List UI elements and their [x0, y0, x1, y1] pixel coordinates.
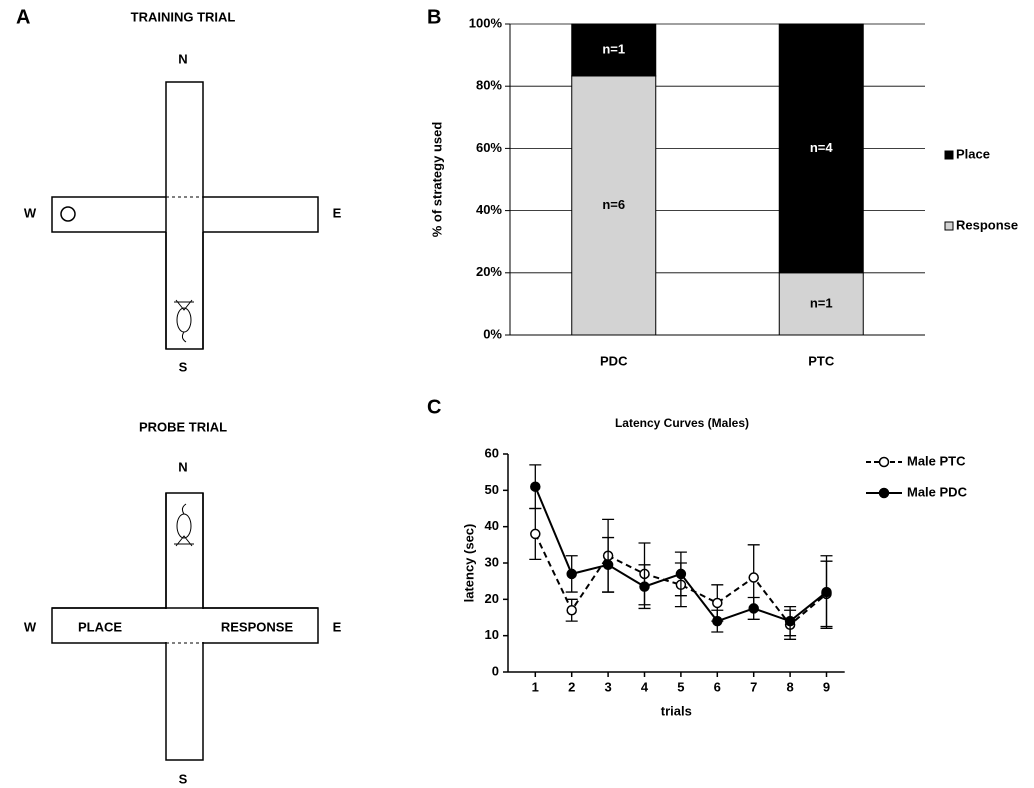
segment-label: n=1 [810, 295, 833, 310]
direction-label: S [179, 359, 188, 374]
panel-label: C [427, 396, 441, 418]
marker [712, 615, 723, 627]
series-line [534, 533, 828, 627]
direction-label: N [178, 51, 187, 66]
rat-icon [174, 503, 194, 547]
legend-label: Response [956, 217, 1018, 232]
y-tick-label: 20% [476, 264, 502, 279]
marker [712, 597, 723, 609]
y-axis-label: latency (sec) [461, 524, 476, 603]
x-tick-label: 5 [677, 679, 684, 694]
y-axis-label: % of strategy used [429, 122, 444, 238]
x-tick-label: 7 [750, 679, 757, 694]
legend-swatch [944, 150, 954, 160]
maze [51, 81, 319, 350]
bar-segment [778, 272, 864, 336]
y-tick-label: 20 [485, 591, 499, 606]
y-tick-label: 40 [485, 518, 499, 533]
marker [602, 559, 614, 571]
panel-label: B [427, 6, 441, 28]
direction-label: W [24, 205, 37, 220]
y-tick-label: 60 [485, 445, 499, 460]
y-tick-label: 80% [476, 78, 502, 93]
x-tick-label: PDC [600, 353, 628, 368]
marker [530, 528, 541, 540]
direction-label: E [333, 205, 342, 220]
x-tick-label: 3 [604, 679, 611, 694]
arm-label: PLACE [78, 619, 122, 634]
marker [784, 615, 796, 627]
marker [821, 586, 832, 598]
marker [675, 568, 687, 580]
y-tick-label: 60% [476, 140, 502, 155]
diagram-title: PROBE TRIAL [139, 419, 227, 434]
x-tick-label: PTC [808, 353, 835, 368]
marker [748, 603, 759, 614]
y-tick-label: 50 [485, 482, 499, 497]
y-tick-label: 40% [476, 202, 502, 217]
marker [566, 604, 577, 616]
x-tick-label: 4 [641, 679, 649, 694]
legend-label: Male PTC [907, 453, 966, 468]
x-axis-label: trials [661, 703, 692, 718]
x-tick-label: 1 [532, 679, 539, 694]
x-tick-label: 6 [714, 679, 721, 694]
marker [748, 572, 759, 583]
diagram-title: TRAINING TRIAL [131, 9, 236, 24]
y-tick-label: 0% [483, 326, 502, 341]
rat-icon [174, 299, 194, 343]
direction-label: S [179, 771, 188, 786]
bar-segment [571, 23, 657, 77]
arm-label: RESPONSE [221, 619, 294, 634]
x-tick-label: 2 [568, 679, 575, 694]
maze [51, 492, 319, 761]
direction-label: E [333, 619, 342, 634]
y-tick-label: 0 [492, 663, 499, 678]
direction-label: W [24, 619, 37, 634]
x-tick-label: 9 [823, 679, 830, 694]
y-tick-label: 30 [485, 554, 499, 569]
marker [530, 481, 541, 492]
bar-segment [571, 75, 657, 336]
legend-swatch [944, 221, 954, 231]
legend-label: Place [956, 146, 990, 161]
legend-label: Male PDC [907, 484, 968, 499]
marker [566, 568, 577, 580]
chart-title: Latency Curves (Males) [615, 416, 749, 430]
direction-label: N [178, 459, 187, 474]
segment-label: n=4 [810, 140, 834, 155]
segment-label: n=6 [602, 197, 625, 212]
segment-label: n=1 [602, 41, 625, 56]
x-tick-label: 8 [786, 679, 793, 694]
bar-segment [778, 23, 864, 274]
y-tick-label: 10 [485, 627, 499, 642]
marker [639, 581, 650, 592]
legend-marker [878, 487, 890, 499]
panel-label: A [16, 6, 30, 28]
legend-marker [878, 456, 890, 468]
y-tick-label: 100% [469, 15, 503, 30]
